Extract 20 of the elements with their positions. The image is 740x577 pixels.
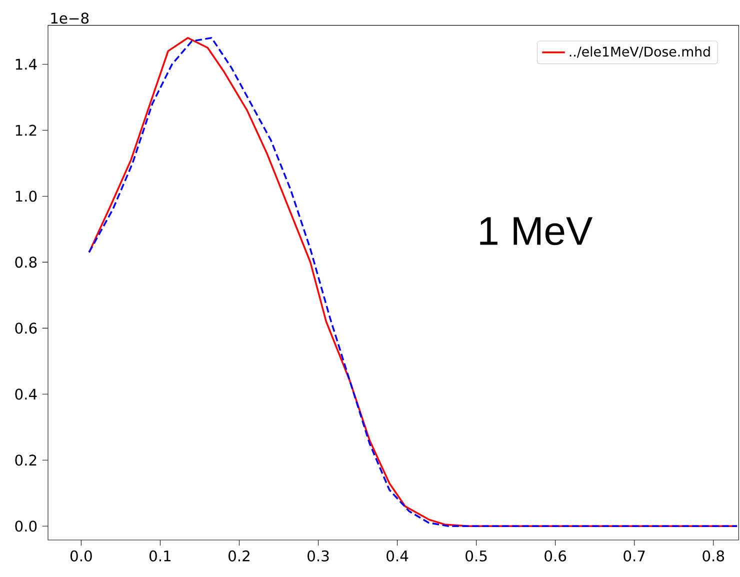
x-tick-label: 0.7	[624, 550, 645, 562]
x-tick-label: 0.2	[228, 550, 250, 562]
x-tick-label: 0.3	[308, 550, 329, 562]
y-tick-label: 0.4	[15, 388, 37, 400]
x-tick-label: 0.0	[70, 550, 92, 562]
y-tick-label: 0.8	[15, 256, 37, 268]
text: 1e−8	[51, 12, 89, 24]
y-tick-label: 1.2	[16, 124, 36, 136]
y-tick-label: 0.0	[15, 520, 37, 532]
y-tick-label: 1.0	[16, 190, 37, 202]
x-tick-label: 0.5	[466, 550, 487, 562]
x-tick-label: 0.6	[544, 550, 566, 562]
y-tick-label: 1.4	[16, 58, 37, 70]
x-tick-label: 0.4	[386, 550, 408, 562]
legend-label: ../ele1MeV/Dose.mhd	[570, 46, 710, 58]
y-tick-label: 0.6	[15, 322, 37, 334]
x-tick-label: 0.1	[150, 550, 171, 562]
x-tick-label: 0.8	[702, 550, 724, 562]
y-tick-label: 0.2	[15, 454, 36, 466]
annotation: 1 MeV	[480, 217, 593, 246]
